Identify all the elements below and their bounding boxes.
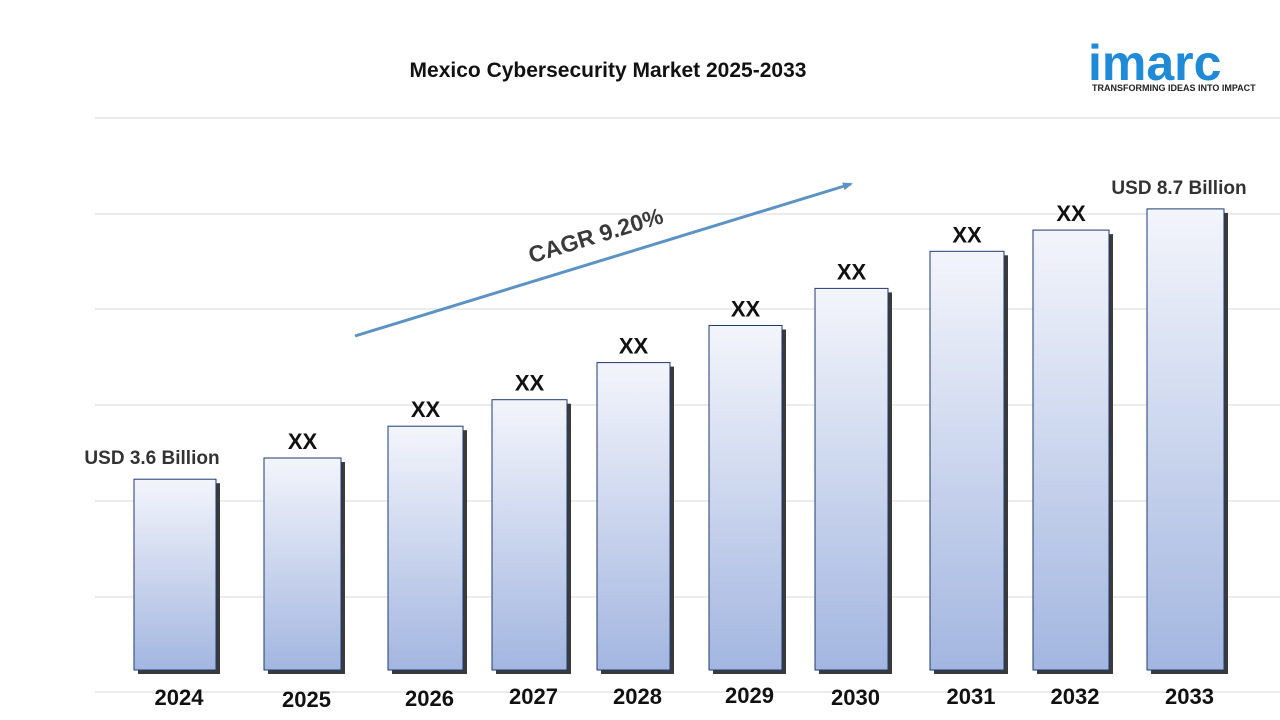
x-tick-2025: 2025	[282, 687, 331, 712]
bar-2026	[387, 425, 464, 671]
x-tick-2026: 2026	[405, 686, 454, 711]
data-label-2026: XX	[411, 397, 441, 422]
data-label-2032: XX	[1056, 201, 1086, 226]
data-labels: USD 3.6 Billion XX XX XX XX XX XX XX XX USD 8.7 B…	[84, 178, 1246, 469]
bar-2032	[1032, 229, 1110, 671]
bar-2025	[263, 457, 342, 671]
data-label-2031: XX	[952, 222, 982, 247]
data-label-2029: XX	[731, 297, 761, 322]
bars	[133, 208, 1228, 675]
cagr-annotation: CAGR 9.20%	[354, 182, 853, 338]
bar-2030	[814, 287, 889, 671]
imarc-logo: imarc TRANSFORMING IDEAS INTO IMPACT	[1088, 35, 1256, 93]
data-label-2033: USD 8.7 Billion	[1111, 178, 1246, 199]
x-tick-2030: 2030	[831, 685, 880, 710]
logo-wordmark: imarc	[1088, 35, 1221, 91]
bar-2031	[929, 250, 1005, 671]
x-tick-2024: 2024	[155, 685, 205, 710]
logo-tagline: TRANSFORMING IDEAS INTO IMPACT	[1092, 83, 1256, 93]
bar-2027	[491, 399, 568, 671]
x-tick-2029: 2029	[725, 683, 774, 708]
chart-title: Mexico Cybersecurity Market 2025-2033	[410, 59, 807, 82]
cagr-label: CAGR 9.20%	[525, 203, 666, 269]
x-tick-2032: 2032	[1051, 684, 1100, 709]
x-tick-2031: 2031	[947, 684, 996, 709]
x-tick-2028: 2028	[613, 684, 662, 709]
data-label-2024: USD 3.6 Billion	[84, 448, 219, 469]
cagr-arrow	[354, 182, 853, 338]
x-tick-labels: 2024 2025 2026 2027 2028 2029 2030 2031 2032 2033	[155, 683, 1214, 712]
x-tick-2027: 2027	[509, 684, 558, 709]
bar-2033	[1146, 208, 1225, 671]
data-label-2030: XX	[837, 259, 867, 284]
data-label-2028: XX	[619, 334, 649, 359]
data-label-2027: XX	[515, 371, 545, 396]
x-tick-2033: 2033	[1165, 684, 1214, 709]
bar-2028	[596, 362, 671, 671]
data-label-2025: XX	[288, 429, 318, 454]
bar-2024	[133, 478, 217, 671]
bar-2029	[708, 325, 783, 671]
